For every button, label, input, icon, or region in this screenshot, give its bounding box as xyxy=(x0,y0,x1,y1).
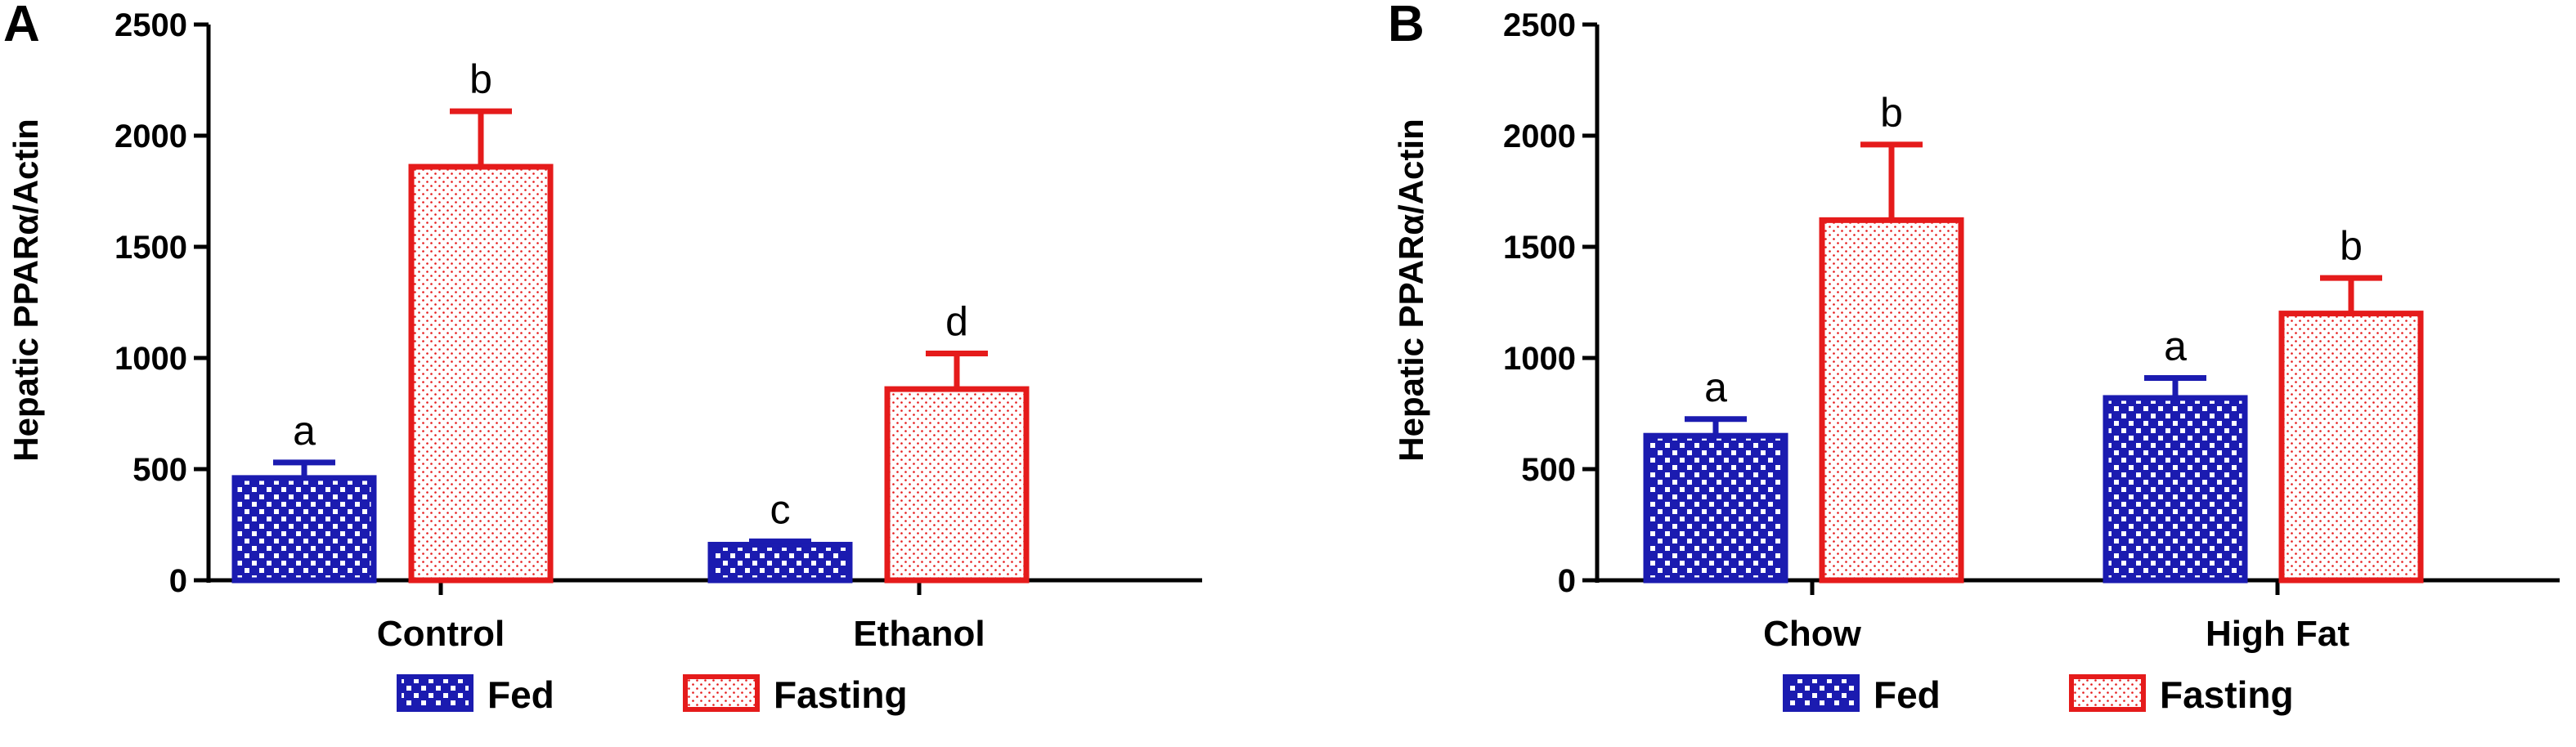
panel-b-y-tick-label: 0 xyxy=(1558,563,1576,599)
panel-b-y-tick-label: 500 xyxy=(1521,452,1576,488)
panel-b-legend-label-fasting: Fasting xyxy=(2160,673,2294,716)
panel-a-letter: A xyxy=(3,0,40,52)
panel-b-plot: 0 500 1000 1500 2000 2500 Chow High Fat a a b b Fed F… xyxy=(1503,7,2560,716)
panel-b-legend-label-fed: Fed xyxy=(1874,673,1941,716)
panel-a-bar-fasting xyxy=(884,386,1030,584)
panel-a-significance-letter: d xyxy=(945,299,968,345)
panel-a-y-tick-label: 1500 xyxy=(114,230,187,266)
panel-a-significance-letter: a xyxy=(293,408,316,454)
panel-b-bar-fed xyxy=(2103,395,2248,584)
panel-b-category-label: High Fat xyxy=(2206,614,2349,654)
panel-a-y-tick-label: 0 xyxy=(169,563,187,599)
panel-b-category-label: Chow xyxy=(1763,614,1862,654)
panel-b-bar-fasting xyxy=(2278,311,2424,584)
panel-a-category-label: Control xyxy=(377,614,505,654)
panel-b-legend-swatch-fasting xyxy=(2069,674,2146,712)
panel-b-y-tick-label: 2000 xyxy=(1503,119,1576,154)
panel-b-legend-swatch-fed xyxy=(1783,674,1860,712)
panel-b-y-axis-title: Hepatic PPARα/Actin xyxy=(1392,119,1430,461)
panel-a-plot: 0 500 1000 1500 2000 2500 Control Ethanol a c b d Fe… xyxy=(114,7,1202,716)
panel-a-y-tick-label: 500 xyxy=(132,452,187,488)
panel-b-y-tick-label: 2500 xyxy=(1503,7,1576,43)
panel-a-legend-swatch-fasting xyxy=(683,674,760,712)
panel-b-letter: B xyxy=(1388,0,1425,52)
panel-a-legend-label-fed: Fed xyxy=(487,673,554,716)
panel-a-y-tick-label: 2000 xyxy=(114,119,187,154)
panel-a-bar-fed xyxy=(231,475,377,584)
panel-a-legend-label-fasting: Fasting xyxy=(774,673,908,716)
panel-b-significance-letter: b xyxy=(2340,223,2363,269)
panel-b-y-tick-label: 1500 xyxy=(1503,230,1576,266)
panel-a-category-label: Ethanol xyxy=(853,614,985,654)
panel-a-y-axis-title: Hepatic PPARα/Actin xyxy=(7,119,45,461)
panel-a-y-tick-label: 1000 xyxy=(114,341,187,377)
panel-a-legend-swatch-fed xyxy=(397,674,473,712)
panel-b-significance-letter: a xyxy=(1704,365,1727,410)
panel-a-bar-fasting xyxy=(408,163,554,584)
panel-a-significance-letter: c xyxy=(770,486,791,532)
panel-b-significance-letter: a xyxy=(2164,323,2187,369)
panel-b-bar-fed xyxy=(1643,432,1788,584)
panel-a-bar-fed xyxy=(707,541,853,584)
panel-a-y-tick-label: 2500 xyxy=(114,7,187,43)
panel-b-bar-fasting xyxy=(1819,217,1964,584)
panel-b-significance-letter: b xyxy=(1880,90,1903,136)
panel-a-significance-letter: b xyxy=(469,56,492,102)
panel-b-y-tick-label: 1000 xyxy=(1503,341,1576,377)
